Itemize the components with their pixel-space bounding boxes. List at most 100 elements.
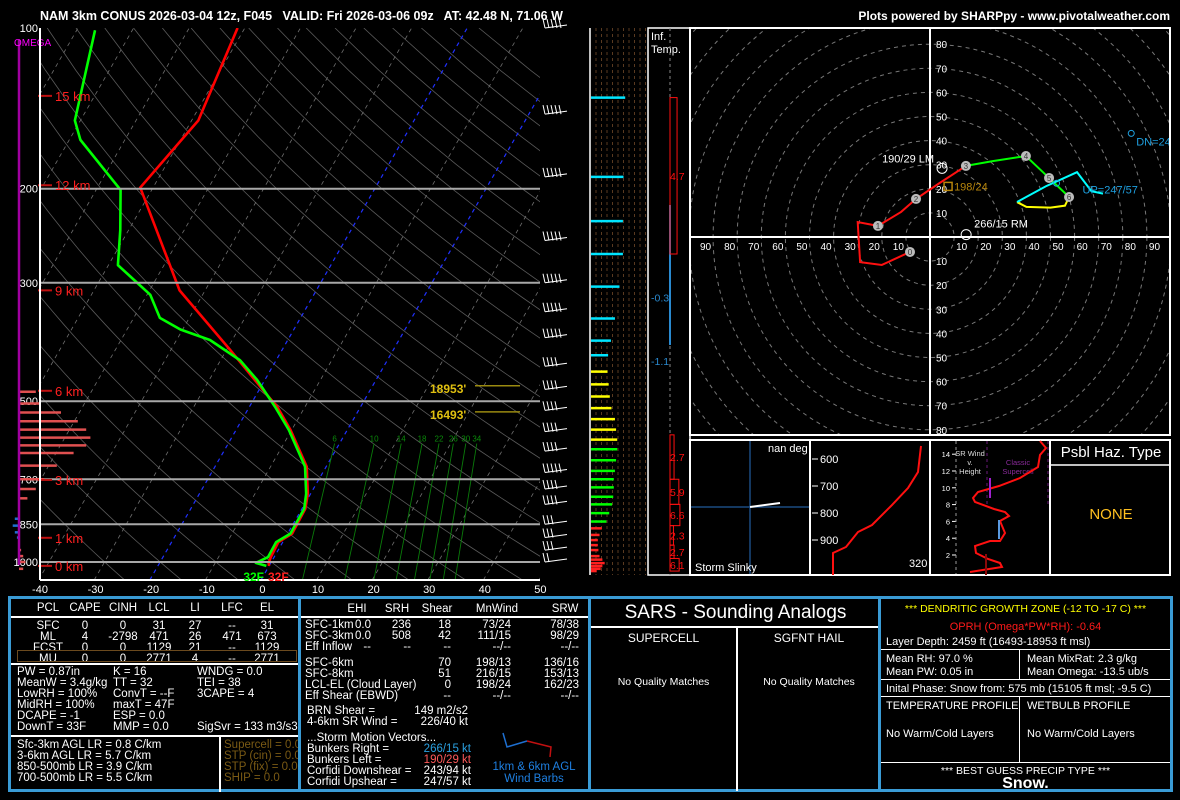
hodograph-ring-label: 70 [936,64,948,75]
wind-barb-flag [550,357,554,367]
height-label: 15 km [55,89,90,104]
wind-barb-flag [550,302,554,312]
isotherm [371,287,540,580]
wind-barb-flag [546,302,550,312]
inferred-cold-label: -1.1 [651,356,669,368]
wind-barb-flag [554,18,558,29]
severe-param: SHIP = 0.0 [224,772,280,784]
kinematics-row-label: SFC-6km [305,657,354,669]
sr-wind-title: Height [959,467,982,476]
wind-barb [542,515,568,525]
hodograph-ring-label: 90 [1149,242,1161,253]
oprh: OPRH (Omega*PW*RH): -0.64 [949,621,1102,633]
hodograph-height-marker [960,160,971,171]
hodograph-height-marker [1064,191,1075,202]
parcel-header: LCL [148,602,170,614]
highlighted-isotherm [149,28,468,580]
index-value: 3CAPE = 4 [197,688,255,700]
pressure-tick-label: 850 [20,519,38,531]
parcel-cell: 4 [81,631,89,643]
wind-barb-flag [546,401,550,411]
hodograph-height-marker-label: 5 [1047,174,1052,183]
wind-barb-flag [546,231,550,241]
wind-barb-flag [546,515,550,525]
isotherm [40,28,190,289]
wind-barb-flag [550,442,554,452]
dry-adiabat [248,28,540,283]
sars-supercell-header: SUPERCELL [627,631,700,645]
wetbulb-profile-title: WETBULB PROFILE [1027,700,1131,712]
wind-barb-flag [554,231,558,241]
kinematics-header: SRW [551,603,579,615]
inferred-warm-label: 2.7 [670,547,685,559]
wind-barb-flag [546,422,550,432]
storm-motion-label: Bunkers Left = [307,754,382,766]
isotherm [205,28,524,580]
theta-tick-label: 700 [820,481,838,493]
hodograph-ring-label: 70 [936,402,948,413]
hodograph-ring-label: 70 [1101,242,1113,253]
kinematics-cell: 73/24 [482,619,511,631]
lapse-rate: 3-6km AGL LR = 5.7 C/km [17,750,152,762]
hodograph-plot: 1010101020202020303030304040404050505050… [691,29,1169,434]
parcel-cell: 1129 [146,642,172,654]
index-value: ConvT = --F [113,688,175,700]
wind-barb-flag [542,357,546,367]
upshear-label: UP=247/57 [1083,184,1138,196]
theta-tick-label: 800 [820,508,838,520]
wind-barb-flag [554,495,558,505]
mixing-ratio-label: 14 [397,435,406,444]
sr-wind-tick-label: 14 [942,450,950,459]
hodograph-ring [691,29,1169,36]
wind-barb [542,328,568,339]
wind-barb [542,273,568,284]
inferred-warm-box [669,97,678,255]
index-value: MidRH = 100% [17,699,95,711]
parcel-cell: 26 [188,631,202,643]
mixing-ratio-label: 10 [370,435,379,444]
wind-barb-flag [554,167,558,177]
kinematics-cell: -- [443,690,451,702]
inferred-warm-box [669,557,680,572]
mean-pw: Mean PW: 0.05 in [886,666,974,678]
height-label: 3 km [55,473,83,488]
kinematics-header: SRH [384,603,410,615]
wind-barb-flag [550,401,554,411]
parcel-cell: -- [228,620,236,632]
mixing-ratio-line [442,443,467,580]
parcel-cell: 2771 [146,653,172,665]
wind-barb-flag [550,380,554,390]
dry-adiabat [46,28,540,491]
wind-barb-flag [546,328,550,338]
hodograph-ring-label: 50 [936,354,948,365]
wind-barb [542,302,568,313]
sr-wind-tick-label: 12 [942,467,950,476]
pressure-tick-label: 500 [20,396,38,408]
theta-bottom-label: 320 [909,558,928,570]
parcel-header: PCL [36,602,60,614]
wind-barb-flag [558,463,562,473]
hodograph-ring-label: 40 [936,137,948,148]
severe-param: STP (fix) = 0.0 [224,761,298,773]
inferred-warm-label: 6.1 [670,560,685,572]
barb-caption-1: 1km & 6km AGL [492,761,576,773]
wind-barb-flag [550,540,554,551]
dry-adiabat [40,394,239,580]
wind-barb-flag [542,463,546,473]
kinematics-cell: --/-- [492,690,511,702]
kinematics-cell: 198/24 [475,679,511,691]
parcel-cell: 4 [191,653,199,665]
index-value: TEI = 38 [197,677,241,689]
dry-adiabat [104,28,540,428]
dry-adiabat [421,28,540,127]
wind-barb-flag [554,357,558,367]
wind-barb-1km [502,732,528,748]
isotherm [316,190,540,580]
parcel-cell: -2798 [108,631,138,643]
brn-label: BRN Shear = [307,705,376,717]
hodograph-ring-label: 80 [936,40,948,51]
parcel-cell: 21 [188,642,202,654]
index-value: PW = 0.87in [17,666,80,678]
dry-adiabat [75,28,540,459]
wind-barb-flag [558,105,562,115]
